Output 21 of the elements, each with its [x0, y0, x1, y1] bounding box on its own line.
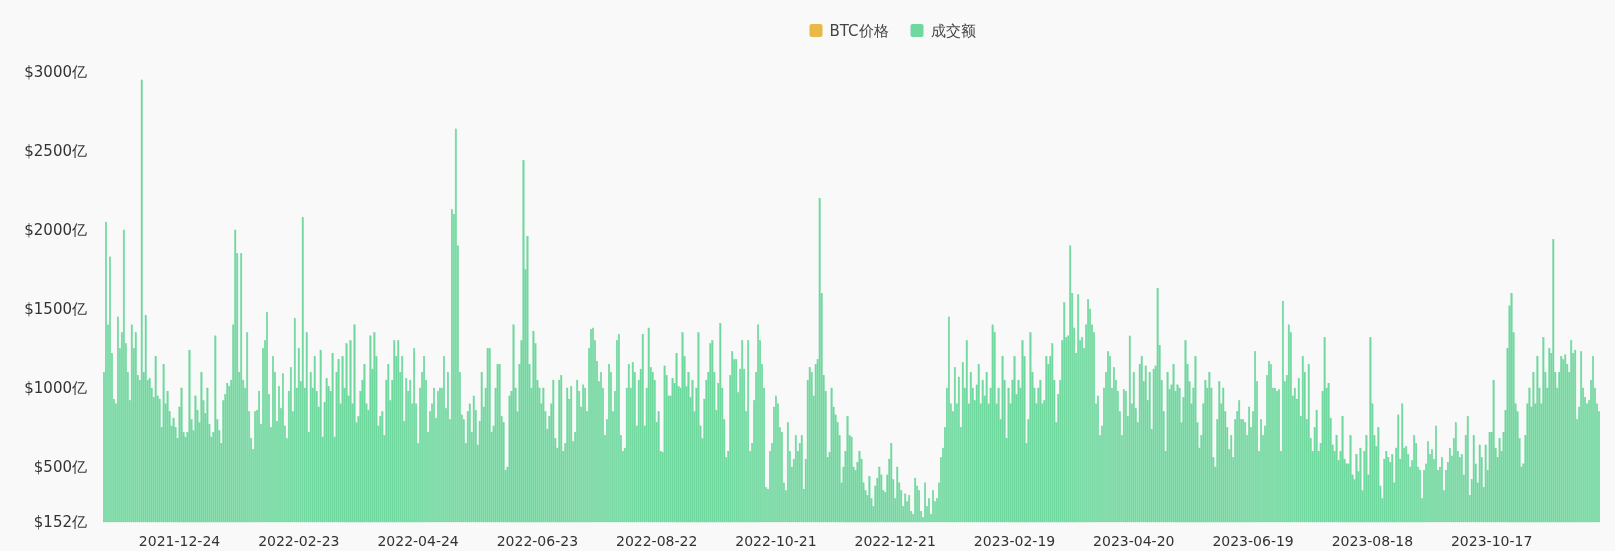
y-tick-label: $2500亿: [24, 142, 87, 160]
y-tick-label: $1000亿: [24, 379, 87, 398]
x-tick-label: 2021-12-24: [138, 533, 221, 549]
y-tick-label: $2000亿: [24, 221, 87, 240]
x-tick-label: 2023-06-19: [1212, 533, 1294, 549]
y-tick-label: $3000亿: [24, 63, 87, 81]
x-tick-label: 2023-02-19: [973, 533, 1056, 549]
x-tick-label: 2023-10-17: [1450, 533, 1533, 549]
legend-label: BTC价格: [829, 22, 889, 40]
legend-label: 成交额: [930, 22, 976, 40]
x-tick-label: 2022-08-22: [615, 533, 698, 549]
y-tick-label: $152亿: [33, 513, 87, 531]
y-tick-label: $1500亿: [24, 300, 87, 319]
y-tick-label: $500亿: [33, 458, 87, 477]
x-tick-label: 2023-08-18: [1331, 533, 1414, 549]
x-tick-label: 2022-02-23: [258, 533, 340, 549]
x-tick-label: 2022-12-21: [854, 533, 936, 549]
x-tick-label: 2022-06-23: [496, 533, 579, 549]
x-tick-label: 2023-04-20: [1093, 533, 1175, 549]
x-tick-label: 2022-04-24: [377, 533, 459, 549]
x-tick-label: 2022-10-21: [735, 533, 817, 549]
